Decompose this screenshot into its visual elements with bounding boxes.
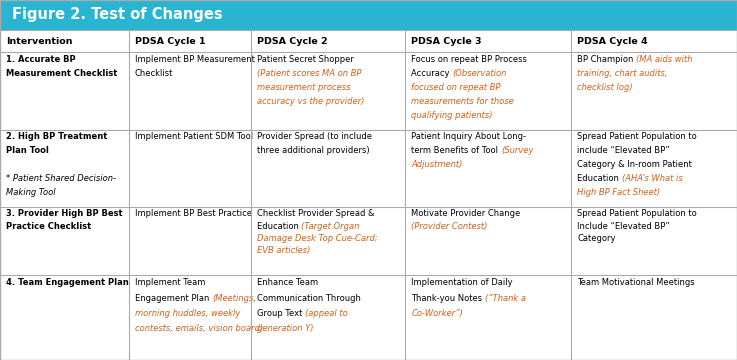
Text: Communication Through: Communication Through (256, 294, 360, 303)
Text: Checklist: Checklist (135, 69, 173, 78)
Text: three additional providers): three additional providers) (256, 146, 369, 155)
Text: Adjustment): Adjustment) (411, 160, 463, 169)
Text: High BP Fact Sheet): High BP Fact Sheet) (577, 188, 660, 197)
Text: PDSA Cycle 4: PDSA Cycle 4 (577, 36, 648, 45)
Text: Checklist Provider Spread &: Checklist Provider Spread & (256, 210, 374, 219)
Text: Accuracy: Accuracy (411, 69, 453, 78)
Text: Patient Inquiry About Long-: Patient Inquiry About Long- (411, 132, 526, 141)
Text: * Patient Shared Decision-: * Patient Shared Decision- (6, 174, 116, 183)
Text: contests, emails, vision board): contests, emails, vision board) (135, 324, 263, 333)
Text: (Patient scores MA on BP: (Patient scores MA on BP (256, 69, 361, 78)
Text: (Meetings,: (Meetings, (212, 294, 256, 303)
Text: EVB articles): EVB articles) (256, 246, 310, 255)
Text: Implement BP Measurement: Implement BP Measurement (135, 55, 255, 64)
Text: Figure 2. Test of Changes: Figure 2. Test of Changes (12, 8, 223, 22)
Text: measurement process: measurement process (256, 83, 350, 92)
Text: Enhance Team: Enhance Team (256, 278, 318, 287)
Text: PDSA Cycle 2: PDSA Cycle 2 (256, 36, 327, 45)
Text: (Target Organ: (Target Organ (301, 222, 360, 231)
Text: Education: Education (256, 222, 301, 231)
Text: PDSA Cycle 3: PDSA Cycle 3 (411, 36, 482, 45)
Text: Implement BP Best Practice: Implement BP Best Practice (135, 210, 252, 219)
Text: (AHA’s What is: (AHA’s What is (622, 174, 682, 183)
Text: term Benefits of Tool: term Benefits of Tool (411, 146, 501, 155)
Text: Provider Spread (to include: Provider Spread (to include (256, 132, 371, 141)
Text: (“Thank a: (“Thank a (485, 294, 526, 303)
Text: Education: Education (577, 174, 622, 183)
Text: 4. Team Engagement Plan: 4. Team Engagement Plan (6, 278, 129, 287)
Text: morning huddles, weekly: morning huddles, weekly (135, 309, 240, 318)
Text: checklist log): checklist log) (577, 83, 633, 92)
Text: (Provider Contest): (Provider Contest) (411, 222, 488, 231)
Text: Engagement Plan: Engagement Plan (135, 294, 212, 303)
Text: measurements for those: measurements for those (411, 97, 514, 106)
Text: Measurement Checklist: Measurement Checklist (6, 69, 117, 78)
Text: PDSA Cycle 1: PDSA Cycle 1 (135, 36, 206, 45)
Text: 1. Accurate BP: 1. Accurate BP (6, 55, 76, 64)
Text: Thank-you Notes: Thank-you Notes (411, 294, 485, 303)
Text: Implementation of Daily: Implementation of Daily (411, 278, 513, 287)
Text: Category: Category (577, 234, 615, 243)
Text: Making Tool: Making Tool (6, 188, 55, 197)
Text: Focus on repeat BP Process: Focus on repeat BP Process (411, 55, 527, 64)
Text: Plan Tool: Plan Tool (6, 146, 49, 155)
Text: Group Text: Group Text (256, 309, 304, 318)
Text: BP Champion: BP Champion (577, 55, 636, 64)
Text: Damage Desk Top Cue-Card;: Damage Desk Top Cue-Card; (256, 234, 377, 243)
Text: Category & In-room Patient: Category & In-room Patient (577, 160, 692, 169)
Text: (appeal to: (appeal to (304, 309, 347, 318)
Text: (Observation: (Observation (453, 69, 507, 78)
Text: Intervention: Intervention (6, 36, 72, 45)
Text: Spread Patient Population to: Spread Patient Population to (577, 210, 697, 219)
Text: (Survey: (Survey (501, 146, 534, 155)
Text: training, chart audits,: training, chart audits, (577, 69, 668, 78)
Text: (MA aids with: (MA aids with (636, 55, 693, 64)
Text: Spread Patient Population to: Spread Patient Population to (577, 132, 697, 141)
Text: Include “Elevated BP”: Include “Elevated BP” (577, 222, 670, 231)
Text: include “Elevated BP”: include “Elevated BP” (577, 146, 670, 155)
Bar (0, 0, 737, 30)
Text: Patient Secret Shopper: Patient Secret Shopper (256, 55, 354, 64)
Text: Motivate Provider Change: Motivate Provider Change (411, 210, 520, 219)
Text: 2. High BP Treatment: 2. High BP Treatment (6, 132, 108, 141)
Text: Implement Patient SDM Tool: Implement Patient SDM Tool (135, 132, 253, 141)
Text: generation Y): generation Y) (256, 324, 313, 333)
Text: Team Motivational Meetings: Team Motivational Meetings (577, 278, 695, 287)
Text: Practice Checklist: Practice Checklist (6, 222, 91, 231)
Text: qualifying patients): qualifying patients) (411, 111, 493, 120)
Text: focused on repeat BP: focused on repeat BP (411, 83, 500, 92)
Text: Co-Worker”): Co-Worker”) (411, 309, 464, 318)
Text: 3. Provider High BP Best: 3. Provider High BP Best (6, 210, 122, 219)
Text: Implement Team: Implement Team (135, 278, 206, 287)
Text: accuracy vs the provider): accuracy vs the provider) (256, 97, 364, 106)
